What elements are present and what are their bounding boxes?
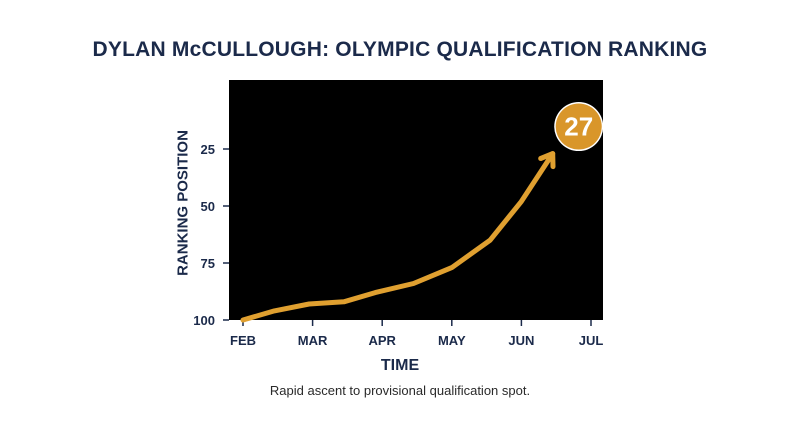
x-tick-label: APR (368, 333, 396, 348)
x-tick-label: JUN (508, 333, 534, 348)
y-tick-label: 100 (193, 313, 215, 328)
x-tick-label: FEB (230, 333, 256, 348)
y-tick-label: 50 (201, 199, 215, 214)
y-axis-label: RANKING POSITION (174, 130, 192, 276)
y-tick-label: 75 (201, 256, 215, 271)
y-tick-label: 25 (201, 142, 215, 157)
chart-title: DYLAN McCULLOUGH: OLYMPIC QUALIFICATION … (92, 38, 708, 61)
x-axis-label: TIME (380, 357, 420, 374)
end-badge (555, 103, 602, 150)
chart-marks: 27 (240, 102, 604, 323)
series-line (240, 151, 556, 323)
x-tick-label: MAR (298, 333, 328, 348)
series-arrowhead (538, 151, 556, 170)
end-badge-label: 27 (564, 112, 593, 142)
axes: 25 50 75 100 FEB MAR APR MAY JUN JUL (193, 142, 603, 348)
x-tick-label: MAY (438, 333, 466, 348)
chart-caption: Rapid ascent to provisional qualificatio… (269, 383, 531, 398)
x-tick-label: JUL (579, 333, 604, 348)
